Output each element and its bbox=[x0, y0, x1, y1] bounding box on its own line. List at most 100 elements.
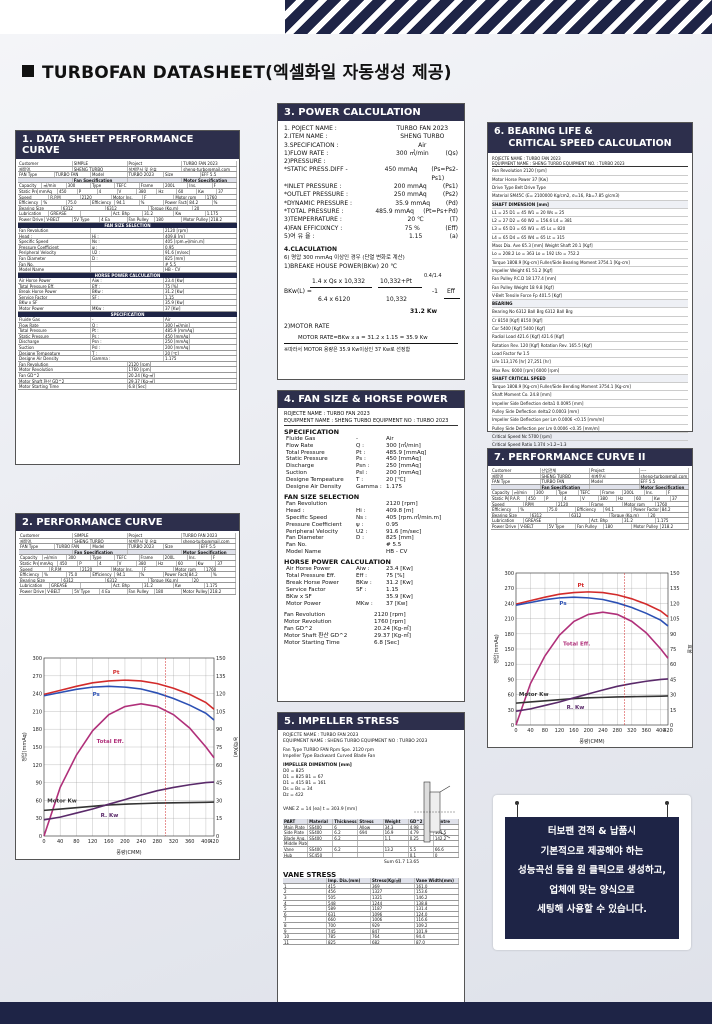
x-tick-label: 200 bbox=[120, 839, 130, 845]
selection-sym bbox=[356, 501, 386, 508]
parts-row-cell bbox=[434, 841, 459, 846]
power-key: *DYNAMIC PRESSURE : bbox=[284, 199, 353, 207]
table-row-cell: 450 bbox=[527, 495, 545, 501]
spec-key: Static Pressure bbox=[286, 456, 328, 463]
formula-inner-den: 10,332 bbox=[386, 296, 407, 304]
bearing-title-1: 6. BEARING LIFE & bbox=[494, 126, 593, 137]
datasheet-row-cell: Frame bbox=[140, 183, 164, 188]
table-row-cell: Capacity bbox=[491, 490, 513, 495]
y2-tick-label: 150 bbox=[216, 656, 226, 662]
rev-value: 2120 [rpm] bbox=[374, 612, 406, 619]
bearing-project: ROJECTE NAME : TURBO FAN 2023 bbox=[492, 156, 561, 161]
stress-header-cell: Imp. Dia.(mm) bbox=[327, 878, 371, 883]
datasheet-row-cell: Hz bbox=[157, 188, 178, 194]
series-label: Ps bbox=[559, 601, 567, 607]
selection-row: Head : Hi : 409.8 [m] bbox=[284, 508, 458, 515]
table-row-cell: 2120 bbox=[81, 566, 112, 572]
spec-sym: Pt : bbox=[356, 449, 366, 456]
table-row-cell: Hz bbox=[157, 560, 177, 566]
table-row-cell: V-BELT bbox=[46, 588, 74, 594]
power-unit: (Pt=Ps+Pd) bbox=[423, 207, 458, 215]
y-tick-label: 300 bbox=[504, 571, 514, 577]
x-tick-label: 120 bbox=[88, 839, 98, 845]
x-tick-label: 240 bbox=[598, 728, 608, 734]
parts-row-cell: Main Plate bbox=[283, 824, 309, 830]
y2-tick-label: 150 bbox=[670, 571, 680, 577]
datasheet-row-cell: 75 [%] bbox=[164, 283, 237, 289]
datasheet-row: 제품명. SHENG TURBO 설계문서 및 유효 sheng-turbo@mail… bbox=[18, 166, 237, 173]
datasheet-row: Pressure Coefficient ψ :0.95 bbox=[18, 244, 237, 251]
rev-row: Motor Starting Time 6.8 [Sec] bbox=[284, 640, 458, 647]
datasheet-row: Service Factor SF :1.15 bbox=[18, 294, 237, 301]
selection-key: Fan Diameter bbox=[286, 535, 324, 542]
datasheet-row-cell: Break Horse Power bbox=[18, 289, 91, 294]
table-row-cell: R.P.M bbox=[50, 566, 81, 572]
x-tick-label: 360 bbox=[185, 839, 195, 845]
datasheet-row-cell: 23.4 [Kw] bbox=[164, 278, 237, 283]
power-line: *STATIC PRESS.DIFF - 450 mmAq (Ps=Ps2-Ps1) bbox=[284, 166, 458, 183]
vane-stress-table: Imp. Dia.(mm) Stress(Kg/㎠) Vane Width(mm) 1… bbox=[283, 878, 459, 946]
bearing-line: Critical Speed Nc 5700 [rpm] bbox=[492, 433, 688, 442]
datasheet-row-cell: HB - CV bbox=[164, 267, 237, 272]
performance-chart: 0 40 80 120 160 200 240 280 320 360 400 420 0 30 60 90 1… bbox=[18, 644, 239, 858]
table-row-cell: 6312 bbox=[62, 577, 106, 583]
bearing-line: Impeller Weight 61 51.2 [Kgf] bbox=[492, 267, 688, 276]
y2-tick-label: 120 bbox=[670, 601, 680, 607]
table-row-cell: Motor Pulley bbox=[182, 588, 209, 594]
panel-fan-size: 4. FAN SIZE & HORSE POWER ROJECTE NAME :… bbox=[277, 390, 465, 702]
datasheet-row-cell: ψ : bbox=[91, 244, 164, 250]
side-plate-shape bbox=[439, 831, 451, 839]
table-row-cell: Fan Specification bbox=[73, 549, 128, 555]
selection-row: Pressure Coefficient ψ : 0.95 bbox=[284, 522, 458, 529]
datasheet-section: SPECIFICATION bbox=[18, 311, 237, 318]
datasheet-row: Fluide Gas - Air bbox=[18, 317, 237, 323]
datasheet-row-cell: 35.9 [Kw] bbox=[164, 300, 237, 306]
table-row-cell: SIMPLE bbox=[73, 533, 128, 538]
power-unit: (a) bbox=[449, 232, 458, 240]
power-value: 75 % bbox=[404, 224, 420, 232]
table-row: FAN Type TURBO FAN Model EFF 5.5 bbox=[491, 479, 689, 485]
table-row-cell: Motor Specification bbox=[181, 549, 236, 555]
x-tick-label: 0 bbox=[42, 839, 45, 845]
table-row-cell: 180 bbox=[604, 523, 633, 529]
y-tick-label: 90 bbox=[508, 677, 514, 683]
bearing-line: Mass Dia. Ave 65.3 [mm] Weight Shaft 20.… bbox=[492, 242, 688, 251]
datasheet-row-cell bbox=[91, 227, 164, 233]
x-tick-label: 280 bbox=[153, 839, 163, 845]
horsepower-row: BKw x SF 35.9 [Kw] bbox=[284, 594, 458, 601]
table-row: Power Drive V-BELT 5V Type Fan Pulley 180 Mot… bbox=[491, 523, 689, 530]
table-row-cell: 1.175 bbox=[656, 518, 689, 523]
datasheet-row: Motor Starting Time 6.8 [Sec] bbox=[18, 384, 237, 390]
datasheet-row-cell: Efficiency bbox=[91, 200, 116, 205]
datasheet-row-cell: Speed bbox=[18, 194, 50, 200]
table-row-cell: Hz bbox=[617, 495, 635, 501]
stress-row: 2 456 1327 153.6 bbox=[283, 889, 459, 895]
panel-impeller: 5. IMPELLER STRESS ROJECTE NAME : TURBO … bbox=[277, 712, 465, 1015]
bearing-line: Load Factor fw 1.5 bbox=[492, 350, 688, 359]
selection-sym: Ns : bbox=[356, 514, 367, 521]
selection-value: 405 [rpm.㎥/min.m] bbox=[386, 514, 442, 521]
table-row-cell: P bbox=[545, 495, 563, 501]
datasheet-row-cell: FAN Type bbox=[18, 172, 55, 177]
datasheet-row-cell: Size bbox=[164, 172, 201, 177]
stress-row-cell: 785 bbox=[327, 934, 371, 939]
bearing-title-2: CRITICAL SPEED CALCULATION bbox=[508, 138, 672, 149]
series-line-motorkw bbox=[515, 695, 669, 704]
x-tick-label: 280 bbox=[613, 728, 623, 734]
bearing-line: Impeller Side Deflection per Lm 0.0006 <… bbox=[492, 416, 688, 425]
horsepower-key: BKw x SF bbox=[286, 593, 312, 600]
parts-row-cell bbox=[333, 841, 359, 846]
table-row-cell: Motor rpm bbox=[623, 501, 656, 507]
x-tick-label: 240 bbox=[136, 839, 146, 845]
series-line-pt bbox=[43, 679, 215, 710]
selection-sym bbox=[356, 549, 386, 556]
spec-value: 1.175 bbox=[386, 484, 403, 491]
selection-key: Pressure Coefficient bbox=[286, 521, 342, 528]
parts-row: Middle Plate bbox=[283, 841, 459, 847]
table-row: FAN Type TURBO FAN Model TURBO 2023 Size EFF … bbox=[19, 544, 236, 550]
series-label: R. Kw bbox=[567, 705, 585, 711]
selection-row: Peripheral Velocity U2 : 91.6 [m/sec] bbox=[284, 529, 458, 536]
bearing-line: L1 = 25 D1 = 45 W1 = 20 Ws = 25 bbox=[492, 209, 688, 218]
